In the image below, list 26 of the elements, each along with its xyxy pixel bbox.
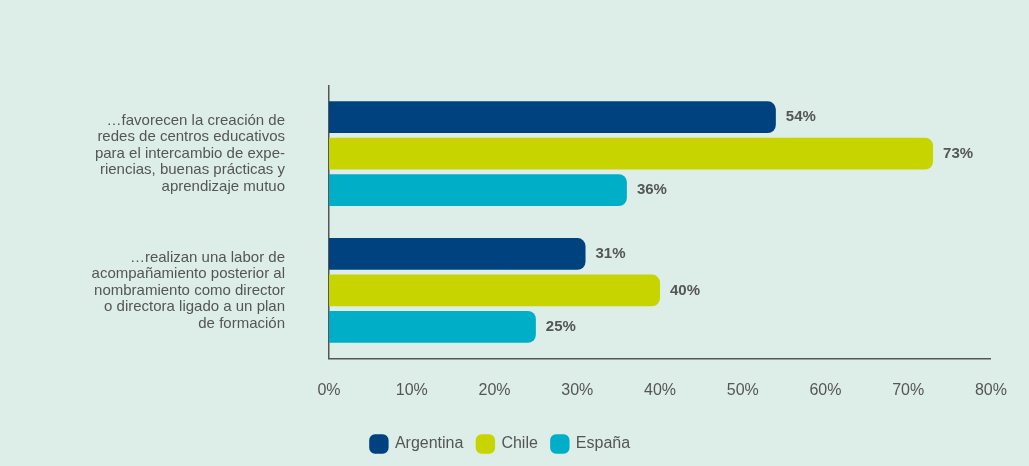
legend-label: España bbox=[575, 434, 631, 452]
data-label: 36% bbox=[636, 180, 667, 198]
x-tick-label: 80% bbox=[974, 380, 1007, 398]
data-label: 73% bbox=[943, 143, 974, 161]
y-tick-label: …favorecen la creación de redes de centros educativos para el intercambio de expe- riencias, buenas prácticas y aprendizaje mutuo bbox=[94, 110, 286, 194]
bar bbox=[329, 137, 934, 170]
x-tick-label: 0% bbox=[317, 380, 341, 398]
bar bbox=[329, 311, 536, 343]
bar bbox=[329, 238, 586, 270]
x-tick-label: 60% bbox=[809, 380, 842, 398]
bar bbox=[329, 274, 660, 307]
data-label: 40% bbox=[669, 280, 701, 298]
legend-label: Argentina bbox=[394, 434, 464, 452]
x-tick-label: 30% bbox=[561, 380, 594, 398]
x-tick-label: 20% bbox=[478, 380, 511, 398]
data-label: 54% bbox=[785, 107, 816, 125]
x-tick-label: 40% bbox=[643, 380, 677, 398]
y-tick-label: …realizan una labor de acompañamiento posterior al nombramiento como director o directora ligado a un plan de formación bbox=[91, 247, 285, 331]
x-tick-label: 70% bbox=[892, 380, 925, 398]
bar bbox=[329, 174, 627, 206]
data-label: 31% bbox=[595, 244, 626, 262]
data-label: 25% bbox=[545, 317, 576, 335]
legend-label: Chile bbox=[501, 434, 538, 452]
x-tick-label: 10% bbox=[395, 380, 428, 398]
x-tick-label: 50% bbox=[726, 380, 759, 398]
bar bbox=[329, 101, 776, 134]
